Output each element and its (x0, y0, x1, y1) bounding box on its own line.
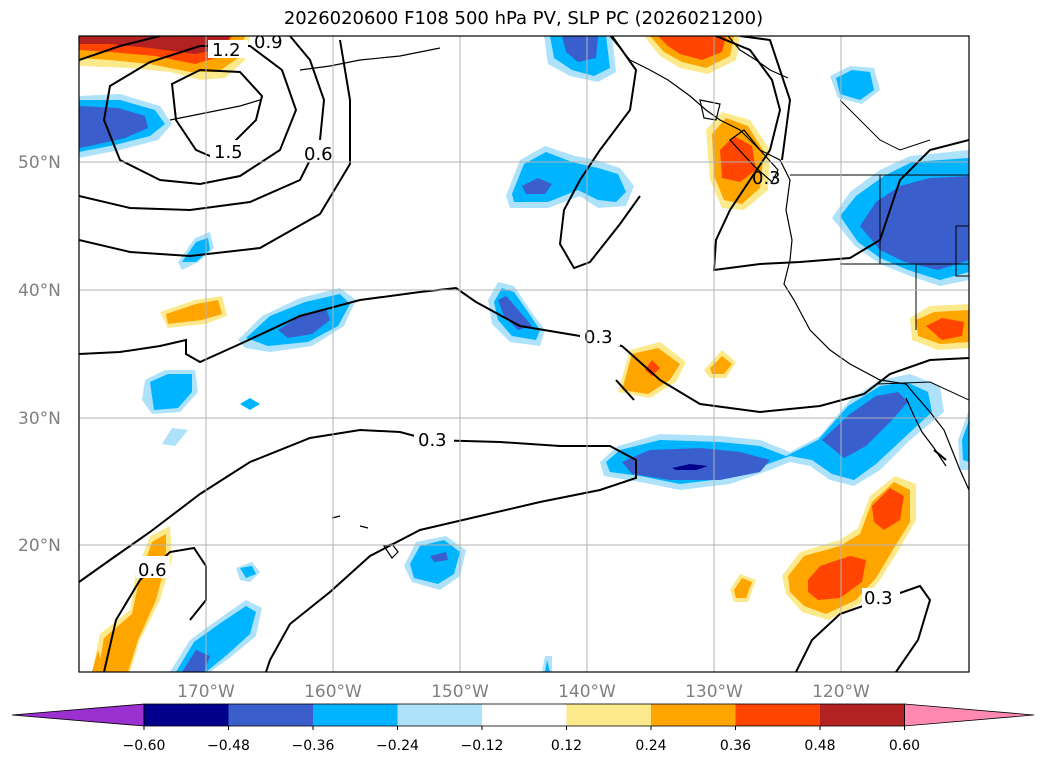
colorbar-tick-label: −0.60 (123, 738, 166, 754)
pv-anomaly-negative (162, 428, 188, 446)
pv-anomaly-negative (410, 540, 460, 584)
colorbar-tick-label: 0.48 (804, 738, 835, 754)
pv-anomaly-positive (720, 136, 756, 182)
colorbar-tick-label: −0.12 (461, 738, 504, 754)
colorbar-segment (144, 704, 229, 726)
map-title: 2026020600 F108 500 hPa PV, SLP PC (2026… (283, 8, 764, 29)
lon-label: 150°W (431, 682, 489, 702)
contour-label: 0.3 (752, 168, 781, 189)
pv-anomaly-negative (240, 398, 260, 410)
contour-label: 0.3 (864, 588, 893, 609)
lon-label: 170°W (177, 682, 235, 702)
lon-label: 160°W (304, 682, 362, 702)
colorbar-tick-label: 0.36 (720, 738, 751, 754)
contour-label: 1.2 (212, 40, 241, 61)
colorbar-tick-label: −0.48 (207, 738, 250, 754)
pv-anomaly-negative (498, 296, 532, 330)
colorbar-segment (651, 704, 736, 726)
lat-label: 20°N (18, 536, 61, 556)
colorbar-extend-high (904, 703, 1035, 727)
pv-anomaly-negative (182, 650, 210, 672)
pv-anomaly-negative (860, 176, 969, 270)
pv-anomaly-positive (710, 356, 732, 374)
pv-anomaly-negative (822, 392, 908, 458)
pv-anomaly-negative (430, 552, 448, 562)
contour-label: 0.9 (254, 32, 283, 53)
colorbar-segment (735, 704, 821, 726)
pv-anomaly-negative (836, 70, 874, 100)
contour-label: 1.5 (214, 142, 243, 163)
contour-label: 0.6 (304, 144, 333, 165)
pv-anomaly-positive (734, 578, 752, 598)
pv-anomaly-positive (645, 360, 660, 376)
pv-anomaly-negative (522, 178, 552, 194)
latitude-labels: 50°N 40°N 30°N 20°N (18, 153, 61, 556)
pv-anomaly-negative (622, 448, 770, 480)
lon-label: 140°W (558, 682, 616, 702)
pv-anomaly-positive (166, 300, 222, 324)
pv-anomaly-negative (672, 464, 708, 470)
coastlines (169, 36, 969, 559)
colorbar-tick-label: 0.12 (551, 738, 582, 754)
pv-anomaly-negative (150, 374, 192, 410)
colorbar: −0.60 −0.48 −0.36 −0.24 −0.12 0.12 0.24 0.36 0.4… (11, 703, 1035, 754)
pv-anomaly-positive (658, 36, 726, 60)
colorbar-segment (397, 704, 483, 726)
colorbar-tick-label: 0.24 (635, 738, 666, 754)
contour-label: 0.6 (138, 560, 167, 581)
pv-anomaly-positive (808, 556, 866, 600)
lat-label: 30°N (18, 409, 61, 429)
pv-anomaly-negative (240, 566, 256, 578)
pv-anomaly-negative (278, 308, 330, 338)
lon-label: 130°W (685, 682, 743, 702)
lon-label: 120°W (812, 682, 870, 702)
pv-anomaly-positive (872, 488, 904, 530)
colorbar-tick-label: 0.60 (889, 738, 920, 754)
colorbar-segment (482, 704, 567, 726)
colorbar-tick-label: −0.24 (376, 738, 419, 754)
pv-anomaly-negative (545, 660, 550, 672)
map-field: 1.2 1.5 0.6 0.3 0.3 0.6 0.3 0.9 0.3 (79, 32, 969, 672)
pv-anomaly-positive (926, 318, 964, 340)
map-frame (78, 35, 970, 673)
colorbar-extend-low (11, 703, 145, 727)
colorbar-segment (313, 704, 398, 726)
contour-label: 0.3 (584, 327, 613, 348)
contour-labels: 1.2 1.5 0.6 0.3 0.3 0.6 0.3 0.9 0.3 (136, 32, 900, 609)
pv-anomaly-negative (176, 606, 256, 672)
colorbar-frame (143, 703, 905, 727)
colorbar-segment (228, 704, 314, 726)
pv-anomaly-negative (79, 106, 148, 148)
colorbar-segment (820, 704, 905, 726)
pv-anomaly-negative (562, 36, 598, 62)
contour-label: 0.3 (418, 430, 447, 451)
colorbar-segment (566, 704, 652, 726)
political-borders (790, 99, 969, 401)
lat-label: 40°N (18, 281, 61, 301)
longitude-labels: 170°W 160°W 150°W 140°W 130°W 120°W (177, 682, 870, 702)
lat-label: 50°N (18, 153, 61, 173)
pv-anomaly-positive (92, 650, 104, 672)
gridlines (79, 36, 969, 672)
colorbar-tick-label: −0.36 (292, 738, 335, 754)
pv-anomaly-negative (962, 420, 969, 462)
